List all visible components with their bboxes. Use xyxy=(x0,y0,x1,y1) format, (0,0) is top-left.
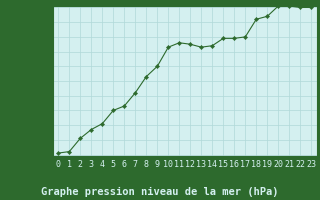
Text: Graphe pression niveau de la mer (hPa): Graphe pression niveau de la mer (hPa) xyxy=(41,187,279,197)
